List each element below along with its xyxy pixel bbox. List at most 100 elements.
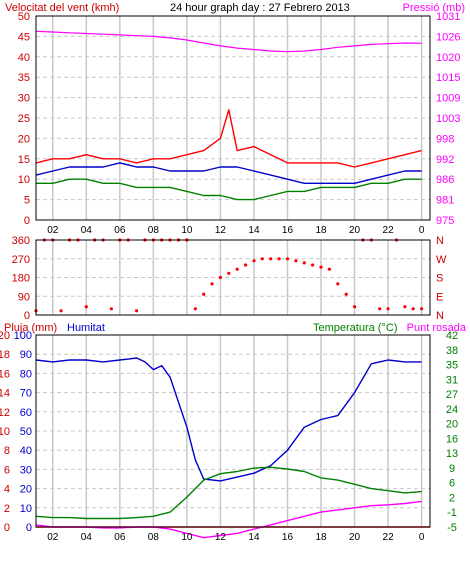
humidity-y-tick-label: 10: [20, 503, 32, 515]
wind-y-tick-label: 5: [24, 195, 30, 207]
temperature-y-tick-label: 31: [446, 374, 458, 386]
wind-chart-x-tick-label: 0: [419, 225, 425, 236]
climate-chart-x-tick-label: 14: [248, 532, 260, 543]
wind-y-tick-label: 45: [18, 31, 30, 43]
temperature-y-tick-label: 9: [449, 463, 455, 475]
direction-point: [378, 307, 382, 311]
temperature-axis-title: Temperatura (°C): [313, 322, 397, 334]
humidity-line: [35, 357, 422, 482]
wind-axis-title: Velocitat del vent (kmh): [5, 2, 119, 14]
temperature-y-tick-label: 42: [446, 330, 458, 342]
direction-point: [84, 305, 88, 309]
pressure-y-tick-label: 1026: [436, 31, 460, 43]
climate-chart-x-tick-label: 0: [419, 532, 425, 543]
humidity-y-tick-label: 100: [14, 330, 32, 342]
climate-chart-x-tick-label: 18: [315, 532, 327, 543]
direction-compass-label: N: [436, 235, 444, 247]
pressure-y-tick-label: 1031: [436, 11, 460, 23]
wind-y-tick-label: 10: [18, 174, 30, 186]
temperature-y-tick-label: 24: [446, 404, 458, 416]
direction-point: [319, 265, 323, 269]
direction-compass-label: N: [436, 310, 444, 322]
wind-chart-x-tick-label: 22: [383, 225, 395, 236]
temperature-y-tick-label: -1: [447, 507, 457, 519]
temperature-y-tick-label: 2: [449, 492, 455, 504]
direction-point: [252, 259, 256, 263]
wind-chart-x-tick-label: 16: [282, 225, 294, 236]
direction-point: [235, 267, 239, 271]
climate-chart-frame: [35, 334, 431, 528]
direction-y-tick-label: 270: [12, 254, 30, 266]
direction-compass-label: E: [436, 291, 443, 303]
wind-y-tick-label: 20: [18, 133, 30, 145]
rain-axis-title: Pluja (mm): [4, 322, 57, 334]
wind-line: [36, 178, 422, 201]
humidity-y-tick-label: 0: [26, 522, 32, 534]
temperature-y-tick-label: 13: [446, 448, 458, 460]
wind-chart-x-tick-label: 10: [181, 225, 193, 236]
direction-point: [218, 275, 222, 280]
wind-chart-x-tick-label: 18: [315, 225, 327, 236]
wind-chart-x-tick-label: 14: [248, 225, 260, 236]
temperature-y-tick-label: 20: [446, 419, 458, 431]
gust-line: [35, 109, 422, 168]
temperature-y-tick-label: 38: [446, 345, 458, 357]
pressure-axis-title: Pressió (mb): [403, 2, 465, 14]
climate-chart-x-tick-label: 04: [81, 532, 93, 543]
temperature-y-tick-label: 16: [446, 433, 458, 445]
rain-y-tick-label: 4: [4, 484, 10, 496]
rain-y-tick-label: 10: [0, 426, 10, 438]
direction-point: [336, 282, 340, 286]
direction-point: [109, 307, 113, 311]
chart-title: 24 hour graph day : 27 Febrero 2013: [170, 2, 350, 14]
wind-chart-x-tick-label: 12: [215, 225, 227, 236]
pressure-line: [35, 30, 422, 53]
direction-point: [344, 292, 348, 296]
wind-y-tick-label: 35: [18, 72, 30, 84]
climate-chart-x-tick-label: 16: [282, 532, 294, 543]
climate-chart-x-tick-label: 06: [114, 532, 126, 543]
wind-y-tick-label: 25: [18, 113, 30, 125]
rain-y-tick-label: 18: [0, 349, 10, 361]
wind-y-tick-label: 30: [18, 93, 30, 105]
wind-y-tick-label: 15: [18, 154, 30, 166]
direction-y-tick-label: 90: [18, 291, 30, 303]
direction-point: [227, 271, 231, 275]
direction-compass-label: W: [436, 254, 447, 266]
direction-point: [277, 257, 281, 261]
humidity-y-tick-label: 40: [20, 445, 32, 457]
rain-y-tick-label: 0: [4, 522, 10, 534]
direction-point: [193, 307, 197, 311]
direction-point: [59, 309, 63, 313]
wind-chart-x-tick-label: 02: [47, 225, 59, 236]
humidity-y-tick-label: 90: [20, 349, 32, 361]
direction-point: [302, 261, 306, 265]
pressure-y-tick-label: 1003: [436, 113, 460, 125]
rain-y-tick-label: 12: [0, 407, 10, 419]
humidity-y-tick-label: 30: [20, 464, 32, 476]
temperature-y-tick-label: 6: [449, 478, 455, 490]
rain-y-tick-label: 16: [0, 368, 10, 380]
rain-y-tick-label: 14: [0, 388, 10, 400]
direction-point: [244, 263, 248, 267]
wind-chart-frame: [35, 15, 431, 221]
pressure-y-tick-label: 981: [436, 195, 454, 207]
rain-y-tick-label: 6: [4, 464, 10, 476]
direction-point: [269, 257, 273, 261]
pressure-y-tick-label: 992: [436, 154, 454, 166]
direction-compass-label: S: [436, 273, 443, 285]
direction-point: [285, 257, 290, 261]
direction-point: [386, 307, 390, 311]
humidity-y-tick-label: 50: [20, 426, 32, 438]
humidity-y-tick-label: 80: [20, 368, 32, 380]
humidity-y-tick-label: 70: [20, 388, 32, 400]
dewpoint-line: [35, 500, 422, 539]
wind-y-tick-label: 40: [18, 52, 30, 64]
direction-point: [327, 267, 331, 271]
wind-chart-x-tick-label: 06: [114, 225, 126, 236]
direction-point: [411, 307, 415, 311]
dewpoint-axis-title: Punt rosada: [407, 322, 467, 334]
